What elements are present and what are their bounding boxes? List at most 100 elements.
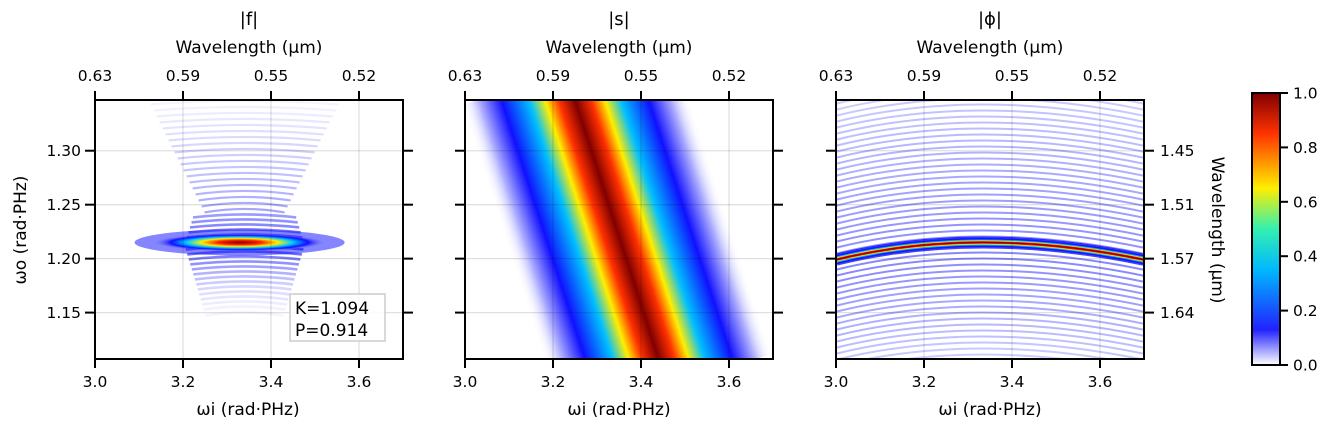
x-tick-label: 3.0 (453, 373, 478, 391)
f-fringe (204, 207, 285, 214)
phi-fringe (836, 275, 1144, 295)
phi-fringe (836, 181, 1144, 201)
panel-f-title: |f| (240, 9, 258, 30)
x-tick-label: 3.2 (171, 373, 196, 391)
f-peak (153, 233, 326, 252)
panel-f: |f| Wavelength (μm) 3.0 3.2 3.4 3.6 0.63 0.59… (11, 9, 413, 420)
phi-fringe (836, 127, 1144, 147)
x-tick-label: 3.2 (912, 373, 937, 391)
panel-phi-top-xlabel: Wavelength (μm) (917, 38, 1064, 58)
phi-fringe (836, 211, 1144, 231)
f-fringe (168, 135, 321, 142)
phi-fringe (836, 109, 1144, 129)
f-fringe (193, 270, 297, 276)
phi-fringe (836, 139, 1144, 159)
colorbar-tick-label: 0.2 (1293, 302, 1318, 320)
phi-fringe (836, 281, 1144, 301)
panel-phi-ticks: 3.0 3.2 3.4 3.6 0.63 0.59 0.55 0.52 1.64 1.57 1.51… (819, 67, 1195, 391)
f-fringe (188, 255, 301, 261)
annotation-k: K=1.094 (295, 299, 369, 319)
phi-fringe (836, 335, 1144, 355)
phi-fringe (836, 103, 1144, 123)
f-fringe (197, 285, 292, 291)
phi-fringe (836, 121, 1144, 141)
colorbar-gradient (1251, 92, 1281, 366)
x-tick-label: 3.2 (541, 373, 566, 391)
phi-fringe (898, 353, 1073, 359)
panel-s-xlabel: ωi (rad·PHz) (567, 400, 670, 420)
phi-fringe (836, 323, 1144, 343)
panel-phi-frame (835, 99, 1145, 360)
f-fringe (189, 177, 300, 184)
panel-phi-title: |ϕ| (978, 9, 1002, 30)
f-fringe (150, 100, 339, 106)
phi-fringe (836, 299, 1144, 319)
phi-fringe (836, 145, 1144, 165)
x-tick-label: 3.4 (259, 373, 284, 391)
x-tick-label: 3.4 (1000, 373, 1025, 391)
phi-fringe (836, 317, 1144, 337)
panel-phi-right-ylabel: Wavelength (μm) (1207, 157, 1227, 304)
y-tick-label: 1.20 (46, 250, 81, 268)
panel-s-frame (464, 99, 774, 360)
f-fringe (192, 213, 297, 219)
top-tick-label: 0.55 (624, 67, 659, 85)
phi-fringe (836, 205, 1144, 225)
panel-f-frame (94, 99, 404, 360)
phi-fringe (836, 157, 1144, 177)
y-tick-label: 1.15 (46, 304, 81, 322)
phi-fringe (836, 100, 1144, 117)
phi-fringe (836, 169, 1144, 189)
panel-f-top-xlabel: Wavelength (μm) (176, 38, 323, 58)
f-fringe (171, 141, 318, 148)
phi-fringe (836, 251, 1144, 271)
right-tick-label: 1.51 (1160, 196, 1195, 214)
f-fringe (191, 265, 298, 271)
y-tick-label: 1.25 (46, 196, 81, 214)
f-fringe (202, 300, 288, 306)
colorbar-ticks: 0.0 0.2 0.4 0.6 0.8 1.0 (1280, 85, 1318, 375)
panel-f-ticks: 3.0 3.2 3.4 3.6 0.63 0.59 0.55 0.52 1.15 1.20 1.25… (46, 67, 413, 391)
phi-fringe (836, 229, 1144, 249)
phi-fringe (836, 287, 1144, 307)
top-tick-label: 0.59 (166, 67, 201, 85)
f-fringe (153, 105, 336, 112)
panel-phi-xlabel: ωi (rad·PHz) (938, 400, 1041, 420)
phi-fringe (836, 175, 1144, 195)
f-fringe (198, 195, 291, 202)
panel-f-annotation: K=1.094 P=0.914 (289, 293, 386, 342)
panel-phi-heatmap (836, 100, 1144, 359)
phi-fringe (836, 329, 1144, 349)
phi-fringe (836, 193, 1144, 213)
colorbar-tick-label: 1.0 (1293, 85, 1318, 103)
phi-fringe (836, 133, 1144, 153)
f-fringe (189, 223, 300, 229)
s-band (465, 100, 772, 359)
f-fringe (191, 218, 298, 224)
right-tick-label: 1.57 (1160, 250, 1195, 268)
f-fringe (180, 159, 309, 166)
f-fringe (159, 117, 330, 124)
top-tick-label: 0.55 (254, 67, 289, 85)
top-tick-label: 0.63 (819, 67, 854, 85)
panel-f-heatmap (134, 100, 345, 317)
x-tick-label: 3.6 (347, 373, 372, 391)
top-tick-label: 0.63 (78, 67, 113, 85)
phi-fringe (836, 115, 1144, 135)
top-tick-label: 0.52 (712, 67, 747, 85)
phi-fringe (836, 269, 1144, 289)
right-tick-label: 1.64 (1160, 304, 1195, 322)
x-tick-label: 3.0 (83, 373, 108, 391)
f-fringe (162, 123, 327, 130)
panel-f-xlabel: ωi (rad·PHz) (196, 400, 299, 420)
phi-fringe (836, 187, 1144, 207)
f-fringe (177, 153, 312, 160)
annotation-box (289, 293, 386, 342)
annotation-p: P=0.914 (295, 321, 368, 341)
phi-fringe (836, 311, 1144, 331)
phi-fringe (836, 257, 1144, 277)
f-fringe (199, 290, 291, 296)
f-fringe (190, 260, 300, 266)
phi-fringe (836, 151, 1144, 171)
